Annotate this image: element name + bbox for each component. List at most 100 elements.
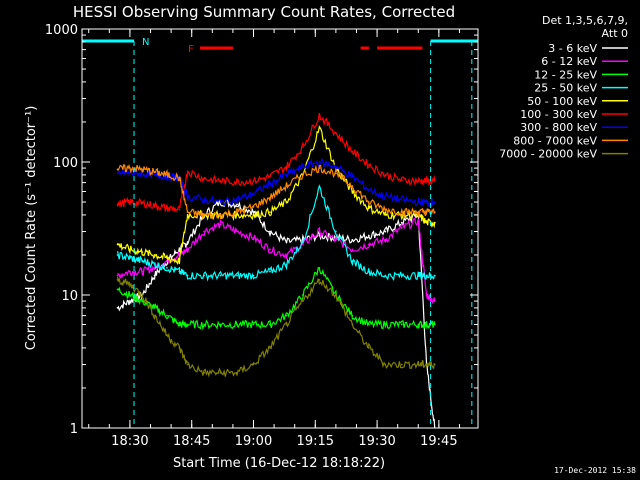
- data-point: [186, 274, 189, 277]
- data-point: [367, 243, 370, 246]
- data-point: [367, 188, 370, 191]
- data-point: [400, 274, 403, 277]
- data-point: [153, 314, 156, 317]
- data-point: [285, 173, 288, 176]
- x-tick-label: 19:15: [297, 434, 334, 449]
- data-point: [252, 274, 255, 277]
- data-point: [367, 164, 370, 166]
- data-point: [236, 323, 238, 326]
- data-point: [166, 260, 168, 262]
- data-point: [400, 323, 403, 326]
- data-point: [178, 347, 181, 349]
- series-line-3: [117, 266, 436, 331]
- data-point: [178, 260, 181, 262]
- data-point: [252, 323, 255, 326]
- data-point: [351, 260, 354, 262]
- data-point: [318, 278, 321, 281]
- data-point: [425, 221, 428, 224]
- data-point: [219, 223, 222, 226]
- data-point: [318, 230, 321, 233]
- x-axis-label: Start Time (16-Dec-12 18:18:22): [173, 456, 385, 471]
- data-point: [417, 211, 420, 214]
- data-point: [302, 294, 304, 296]
- data-point: [129, 201, 131, 203]
- data-point: [425, 211, 428, 214]
- data-point: [334, 230, 337, 233]
- x-tick-label: 18:30: [111, 434, 148, 449]
- data-point: [433, 221, 436, 224]
- data-point: [285, 185, 288, 187]
- night-label: N: [142, 37, 149, 48]
- data-point: [400, 198, 403, 201]
- data-point: [302, 145, 304, 148]
- data-point: [351, 150, 354, 153]
- x-tick-label: 18:45: [173, 434, 210, 449]
- data-point: [166, 266, 168, 269]
- data-point: [334, 238, 337, 241]
- data-point: [367, 234, 370, 237]
- data-point: [252, 363, 255, 366]
- data-point: [236, 274, 238, 277]
- series-line-6: [117, 112, 436, 213]
- series-line-4: [117, 184, 435, 282]
- data-point: [153, 254, 156, 256]
- data-point: [269, 196, 271, 199]
- data-point: [252, 211, 255, 214]
- data-point: [400, 214, 403, 216]
- data-point: [252, 180, 255, 182]
- data-point: [252, 192, 255, 195]
- legend-label: 100 - 300 keV: [520, 108, 597, 121]
- data-point: [367, 270, 370, 273]
- data-point: [433, 323, 436, 326]
- data-point: [417, 180, 420, 182]
- data-point: [285, 201, 288, 203]
- legend-label: 800 - 7000 keV: [513, 134, 597, 147]
- data-point: [252, 214, 255, 216]
- data-point: [129, 283, 131, 286]
- data-point: [129, 167, 131, 169]
- legend-label: 25 - 50 keV: [534, 82, 597, 95]
- data-point: [236, 371, 238, 374]
- data-point: [129, 294, 131, 296]
- data-point: [219, 214, 222, 216]
- data-point: [252, 236, 255, 239]
- x-tick-label: 19:30: [358, 434, 395, 449]
- data-point: [425, 180, 428, 182]
- data-point: [367, 201, 370, 203]
- data-point: [129, 300, 131, 302]
- axes: 1 10 100 1000 18:30 18:45 19:00 19:15 19:30 19:45: [45, 23, 479, 449]
- data-point: [285, 165, 288, 168]
- data-point: [186, 170, 189, 173]
- data-point: [384, 274, 387, 277]
- series-line-9: [117, 276, 436, 378]
- legend-label: 50 - 100 keV: [527, 95, 597, 108]
- data-point: [400, 211, 403, 214]
- data-point: [116, 254, 119, 256]
- data-point: [417, 363, 420, 366]
- legend-label: 6 - 12 keV: [541, 55, 597, 68]
- data-point: [384, 323, 387, 326]
- flare-label: F: [188, 44, 194, 55]
- data-point: [269, 270, 271, 273]
- data-point: [269, 230, 271, 233]
- legend-label: 12 - 25 keV: [534, 68, 597, 81]
- legend-header-line-1: Det 1,3,5,6,7,9,: [542, 14, 628, 27]
- data-point: [203, 274, 205, 277]
- data-point: [166, 334, 168, 336]
- legend-header-line-2: Att 0: [602, 27, 628, 40]
- data-point: [400, 363, 403, 366]
- data-point: [203, 177, 205, 180]
- data-point: [236, 230, 238, 233]
- data-point: [433, 180, 436, 182]
- data-point: [269, 347, 271, 349]
- data-point: [166, 314, 168, 317]
- data-point: [367, 323, 370, 326]
- data-point: [186, 323, 189, 326]
- axes-frame: [81, 28, 479, 429]
- data-point: [141, 251, 144, 254]
- data-point: [153, 306, 156, 309]
- data-point: [384, 214, 387, 216]
- data-point: [141, 270, 144, 273]
- data-point: [129, 257, 131, 259]
